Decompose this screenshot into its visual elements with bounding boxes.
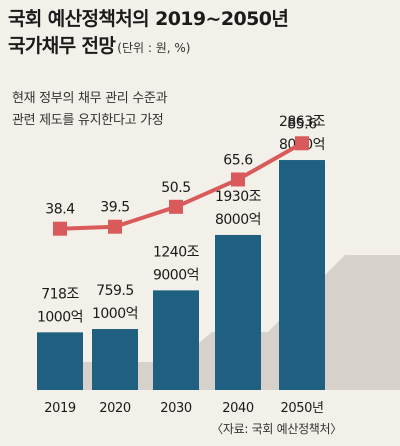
bar-value-label-1-0: 759.5 (96, 283, 134, 299)
x-tick-label-3: 2040 (222, 401, 254, 416)
line-marker-2 (169, 199, 183, 214)
title-line-2-text: 국가채무 전망 (8, 35, 116, 57)
bar-1 (92, 329, 138, 390)
line-value-label-3: 65.6 (223, 152, 253, 168)
line-value-label-1: 39.5 (100, 200, 130, 216)
bar-value-label-3-0: 1930조 (215, 189, 262, 205)
line-value-label-2: 50.5 (161, 180, 191, 196)
line-marker-4 (295, 136, 309, 151)
x-tick-label-1: 2020 (99, 401, 131, 416)
chart-title: 국회 예산정책처의 2019~2050년 국가채무 전망 (단위 : 원, %) (8, 6, 398, 62)
bar-value-label-2-0: 1240조 (153, 244, 200, 260)
line-marker-0 (53, 221, 67, 236)
bar-value-label-1-1: 1000억 (92, 306, 138, 322)
line-value-label-0: 38.4 (45, 202, 75, 218)
bar-4 (279, 160, 325, 390)
source-note: 〈자료: 국회 예산정책처〉 (211, 422, 342, 436)
x-tick-label-0: 2019 (44, 401, 76, 416)
note-line-1: 현재 정부의 채무 관리 수준과 (12, 91, 168, 106)
title-line-1: 국회 예산정책처의 2019~2050년 (8, 8, 289, 30)
line-value-label-4: 85.6 (287, 116, 317, 132)
bar-value-label-0-1: 1000억 (37, 309, 83, 325)
bar-0 (37, 332, 83, 390)
title-line-2: 국가채무 전망 (단위 : 원, %) (8, 32, 398, 62)
bar-2 (153, 290, 199, 390)
x-tick-label-2: 2030 (160, 401, 192, 416)
bar-value-label-2-1: 9000억 (153, 267, 199, 283)
bar-3 (215, 234, 261, 390)
bar-value-label-4-0: 2863조 (279, 114, 326, 130)
line-marker-1 (108, 219, 122, 234)
line-marker-3 (231, 172, 245, 187)
assumption-note: 현재 정부의 채무 관리 수준과 관련 제도를 유지한다고 가정 (12, 88, 168, 132)
bar-value-label-3-1: 8000억 (215, 212, 261, 228)
x-tick-label-4: 2050년 (280, 401, 323, 416)
bar-value-label-0-0: 718조 (41, 286, 79, 302)
unit-label: (단위 : 원, %) (117, 41, 191, 55)
note-line-2: 관련 제도를 유지한다고 가정 (12, 113, 164, 128)
